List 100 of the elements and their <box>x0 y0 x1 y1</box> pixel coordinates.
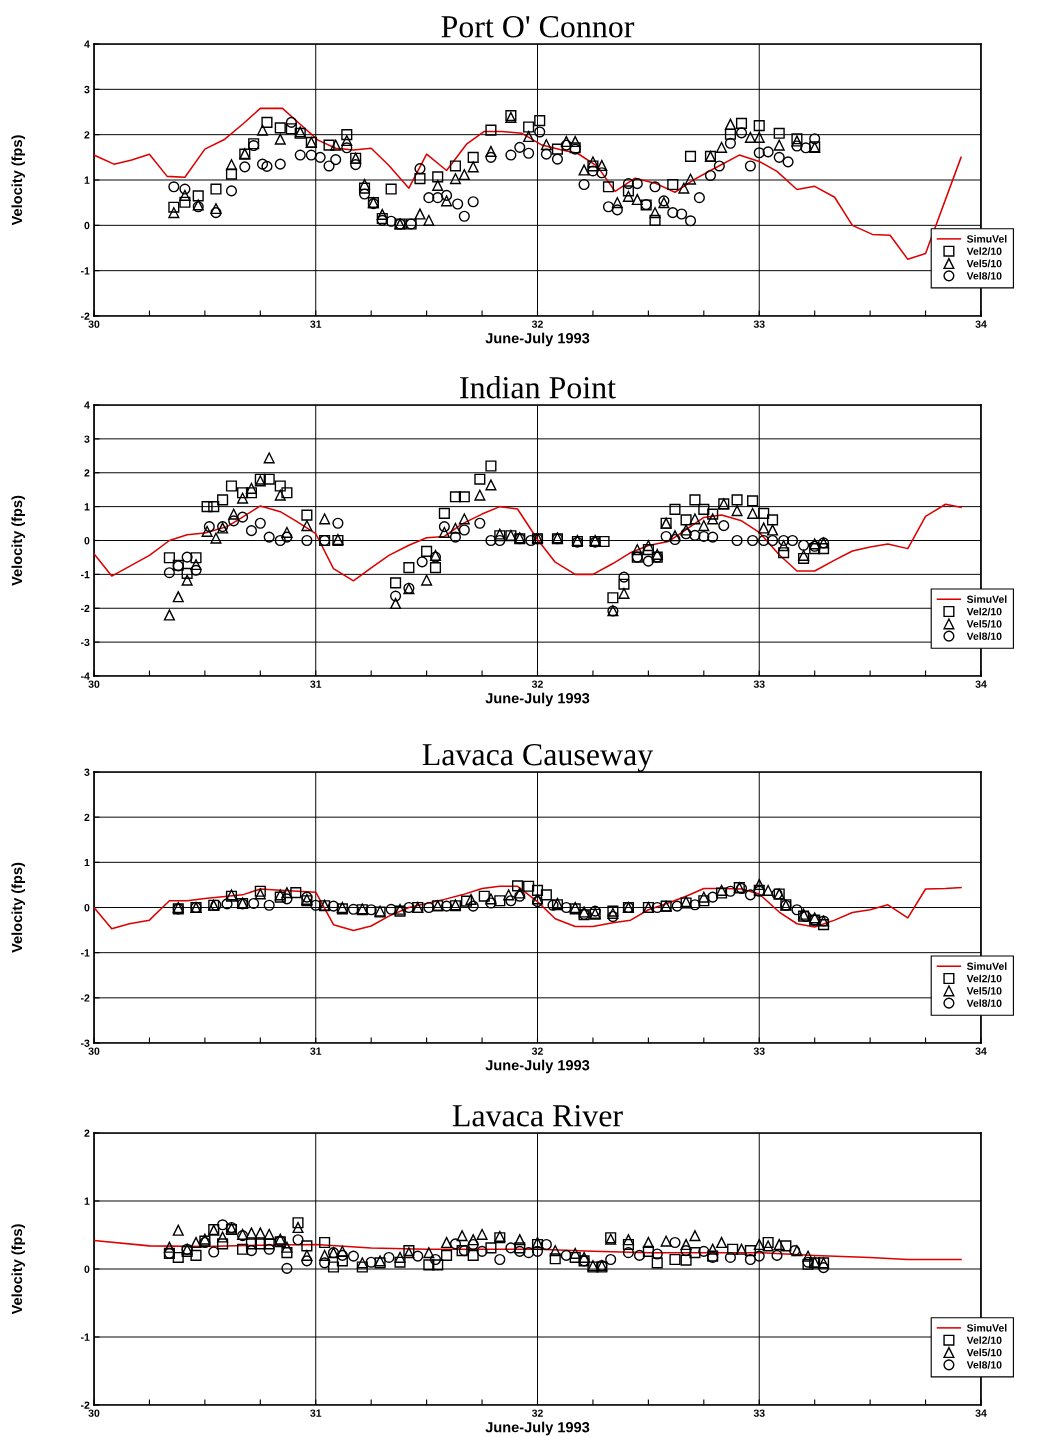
point <box>319 1249 331 1261</box>
point <box>744 131 756 143</box>
legend-label: Vel5/10 <box>966 1348 1002 1357</box>
point <box>254 1238 266 1250</box>
point <box>458 524 470 536</box>
point <box>319 513 331 525</box>
point <box>181 551 193 563</box>
legend-label: Vel2/10 <box>966 247 1002 256</box>
y-tick-label: 2 <box>84 1129 90 1137</box>
point <box>540 889 552 901</box>
point <box>618 571 630 583</box>
point <box>263 899 275 911</box>
point <box>237 511 249 523</box>
point <box>245 1227 257 1239</box>
point <box>458 513 470 525</box>
y-tick-label: 2 <box>84 131 90 139</box>
point <box>332 517 344 529</box>
point <box>441 1236 453 1249</box>
point <box>485 1242 497 1254</box>
point <box>605 1253 617 1266</box>
point <box>414 173 426 185</box>
x-tick-label: 33 <box>753 320 765 328</box>
point <box>449 531 462 543</box>
point <box>523 130 535 143</box>
point <box>689 494 701 506</box>
point <box>642 1236 654 1249</box>
point <box>281 1247 293 1259</box>
point <box>181 567 193 579</box>
point <box>458 491 470 503</box>
point <box>689 529 701 541</box>
point <box>762 1236 774 1249</box>
point <box>225 168 238 180</box>
point <box>467 151 479 163</box>
x-tick-label: 30 <box>88 320 100 328</box>
point <box>744 1253 756 1266</box>
point <box>731 505 743 517</box>
point <box>429 1253 442 1266</box>
point <box>689 1247 701 1259</box>
point <box>642 540 654 552</box>
point <box>385 903 397 915</box>
point <box>261 116 273 128</box>
point <box>301 520 313 532</box>
x-axis-title: June-July 1993 <box>485 332 590 347</box>
x-axis-title: June-July 1993 <box>485 1421 590 1436</box>
point <box>762 1240 774 1252</box>
point <box>341 135 353 147</box>
point <box>698 503 710 515</box>
point <box>744 889 756 901</box>
point <box>248 138 260 150</box>
legend-label: SimuVel <box>966 1323 1007 1332</box>
point <box>438 507 450 519</box>
x-tick-label: 31 <box>310 1047 322 1055</box>
y-tick-label: 0 <box>84 221 90 230</box>
point <box>747 507 759 519</box>
point <box>778 540 790 552</box>
x-tick-label: 34 <box>975 1047 987 1055</box>
point <box>758 534 770 547</box>
y-tick-label: -3 <box>80 1039 90 1047</box>
point <box>771 1249 783 1261</box>
point <box>766 514 779 526</box>
x-tick-label: 34 <box>975 1409 987 1417</box>
point <box>667 178 679 191</box>
y-tick-label: 2 <box>84 469 90 477</box>
point <box>602 181 615 193</box>
x-tick-label: 34 <box>975 320 987 328</box>
point <box>753 1238 765 1251</box>
point <box>622 1247 634 1259</box>
point <box>414 208 426 220</box>
point <box>217 1219 229 1231</box>
point <box>245 487 257 499</box>
point <box>210 183 222 195</box>
point <box>523 880 535 892</box>
point <box>598 535 610 548</box>
y-tick-label: 0 <box>84 1265 90 1273</box>
point <box>587 160 599 172</box>
point <box>467 1249 479 1261</box>
point <box>423 1247 435 1259</box>
point <box>569 142 581 154</box>
point <box>376 208 388 221</box>
point <box>441 195 453 207</box>
point <box>611 197 623 209</box>
x-tick-label: 33 <box>753 680 765 688</box>
point <box>669 1253 681 1266</box>
point <box>449 160 462 172</box>
point <box>423 214 435 226</box>
point <box>163 609 175 621</box>
point <box>798 552 810 565</box>
point <box>421 545 433 557</box>
point <box>347 1250 360 1262</box>
y-tick-label: 4 <box>84 40 90 48</box>
point <box>292 1234 304 1246</box>
point <box>649 214 661 226</box>
point <box>778 534 790 547</box>
point <box>228 508 240 520</box>
y-axis-title: Velocity (fps) <box>11 1224 26 1315</box>
point <box>476 1228 488 1240</box>
x-tick-label: 30 <box>88 680 100 688</box>
point <box>607 592 619 604</box>
point <box>172 1224 184 1236</box>
point <box>394 1256 406 1268</box>
